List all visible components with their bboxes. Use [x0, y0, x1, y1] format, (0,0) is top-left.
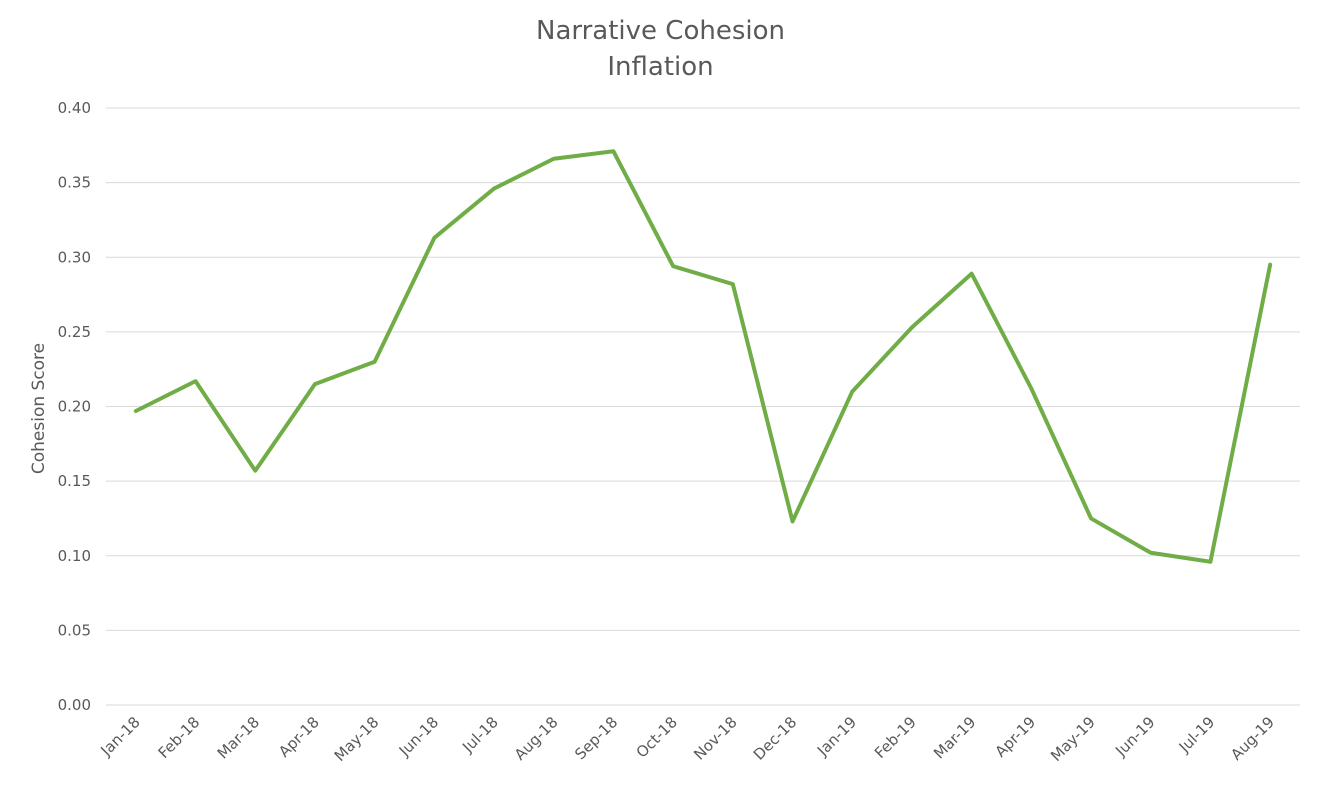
y-tick-label: 0.40	[58, 99, 91, 117]
x-tick-label: Nov-18	[690, 713, 740, 763]
y-tick-label: 0.25	[58, 323, 91, 341]
y-axis-ticks: 0.00 0.05 0.10 0.15 0.20 0.25 0.30 0.35 0.40	[58, 99, 91, 714]
x-tick-label: Feb-18	[155, 713, 204, 762]
x-tick-label: Apr-18	[275, 713, 323, 761]
y-tick-label: 0.30	[58, 248, 91, 266]
x-tick-label: Apr-19	[991, 713, 1039, 761]
chart-title: Narrative Cohesion	[536, 16, 785, 46]
series-layer	[133, 149, 1273, 564]
y-tick-label: 0.05	[58, 621, 91, 639]
series-line	[133, 149, 1273, 564]
y-tick-label: 0.10	[58, 547, 91, 565]
x-tick-label: Oct-18	[633, 713, 681, 761]
y-tick-label: 0.00	[58, 696, 91, 714]
x-tick-label: Aug-18	[511, 713, 562, 764]
x-tick-label: Jan-18	[97, 713, 144, 760]
y-tick-label: 0.20	[58, 398, 91, 416]
x-tick-label: Jul-18	[458, 713, 502, 757]
x-tick-label: Jan-19	[813, 713, 860, 760]
x-tick-label: Jun-18	[395, 713, 442, 760]
x-tick-label: Mar-19	[930, 713, 979, 762]
x-tick-label: Sep-18	[571, 713, 621, 763]
x-tick-label: Jul-19	[1175, 713, 1219, 757]
x-tick-label: May-19	[1047, 713, 1099, 765]
x-axis-ticks: Jan-18 Feb-18 Mar-18 Apr-18 May-18 Jun-18 Jul-…	[97, 713, 1278, 765]
x-tick-label: Mar-18	[214, 713, 263, 762]
x-tick-label: Aug-19	[1227, 713, 1278, 764]
y-tick-label: 0.15	[58, 472, 91, 490]
x-tick-label: Feb-19	[871, 713, 920, 762]
x-tick-label: May-18	[331, 713, 383, 765]
x-tick-label: Jun-19	[1111, 713, 1158, 760]
x-tick-label: Dec-18	[750, 713, 801, 764]
y-tick-label: 0.35	[58, 174, 91, 192]
chart-subtitle: Inflation	[607, 52, 714, 82]
gridlines	[106, 107, 1300, 706]
y-axis-title: Cohesion Score	[29, 343, 49, 474]
